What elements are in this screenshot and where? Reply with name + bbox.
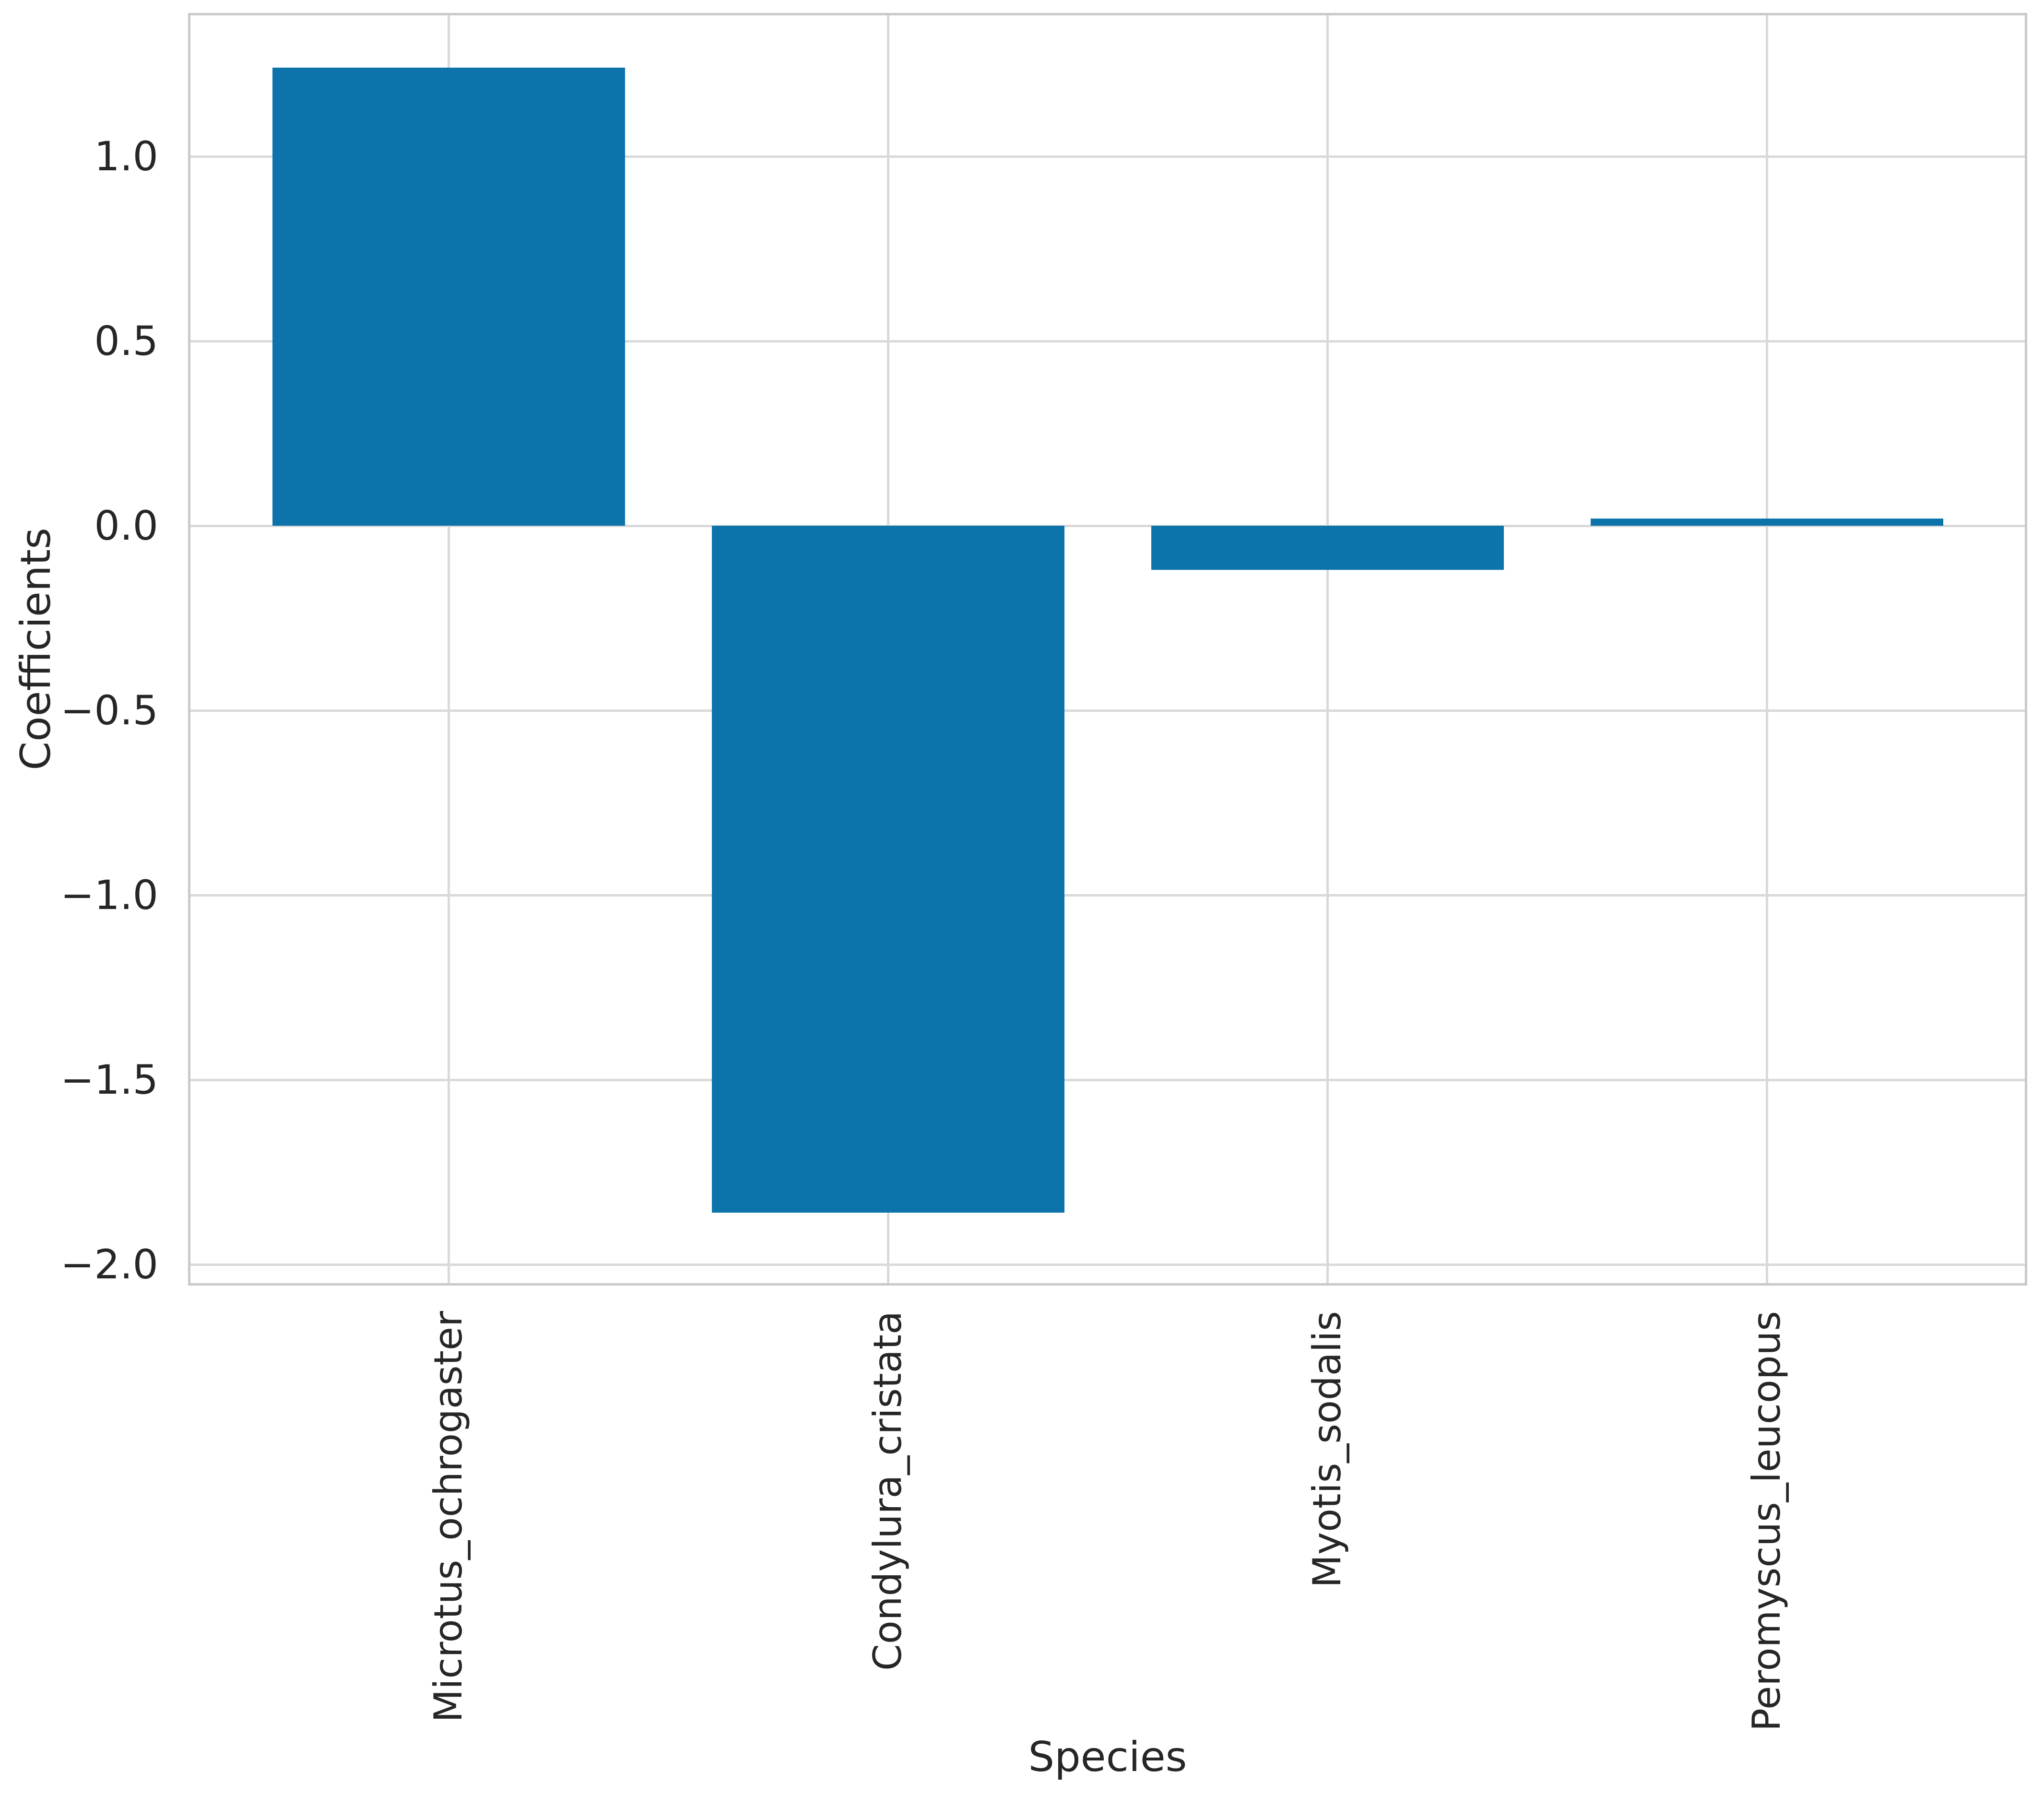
x-gridline bbox=[1766, 15, 1768, 1283]
y-tick-label: 0.5 bbox=[94, 318, 158, 365]
x-gridline bbox=[1326, 15, 1329, 1283]
x-tick-label: Myotis_sodalis bbox=[1305, 1311, 1349, 1588]
y-gridline bbox=[190, 709, 2025, 712]
x-axis-title: Species bbox=[1028, 1733, 1187, 1781]
plot-area bbox=[188, 13, 2027, 1286]
y-tick-label: −0.5 bbox=[60, 687, 158, 734]
y-tick-label: −1.5 bbox=[60, 1056, 158, 1103]
y-gridline bbox=[190, 340, 2025, 342]
bar-condylura_cristata bbox=[711, 526, 1064, 1213]
bar-myotis_sodalis bbox=[1151, 526, 1504, 570]
y-gridline bbox=[190, 894, 2025, 897]
y-axis-title: Coefficients bbox=[12, 528, 60, 770]
x-tick-label: Condylura_cristata bbox=[865, 1311, 910, 1671]
x-tick-label: Peromyscus_leucopus bbox=[1744, 1311, 1789, 1732]
x-tick-label: Microtus_ochrogaster bbox=[426, 1311, 471, 1723]
bar-peromyscus_leucopus bbox=[1590, 518, 1943, 526]
y-gridline bbox=[190, 155, 2025, 158]
bar-microtus_ochrogaster bbox=[272, 68, 625, 526]
y-tick-label: 0.0 bbox=[94, 502, 158, 549]
y-gridline bbox=[190, 1079, 2025, 1081]
x-gridline bbox=[448, 15, 450, 1283]
y-gridline bbox=[190, 1264, 2025, 1266]
y-tick-label: −2.0 bbox=[60, 1241, 158, 1288]
y-tick-label: 1.0 bbox=[94, 133, 158, 180]
y-gridline bbox=[190, 525, 2025, 527]
y-tick-label: −1.0 bbox=[60, 872, 158, 919]
